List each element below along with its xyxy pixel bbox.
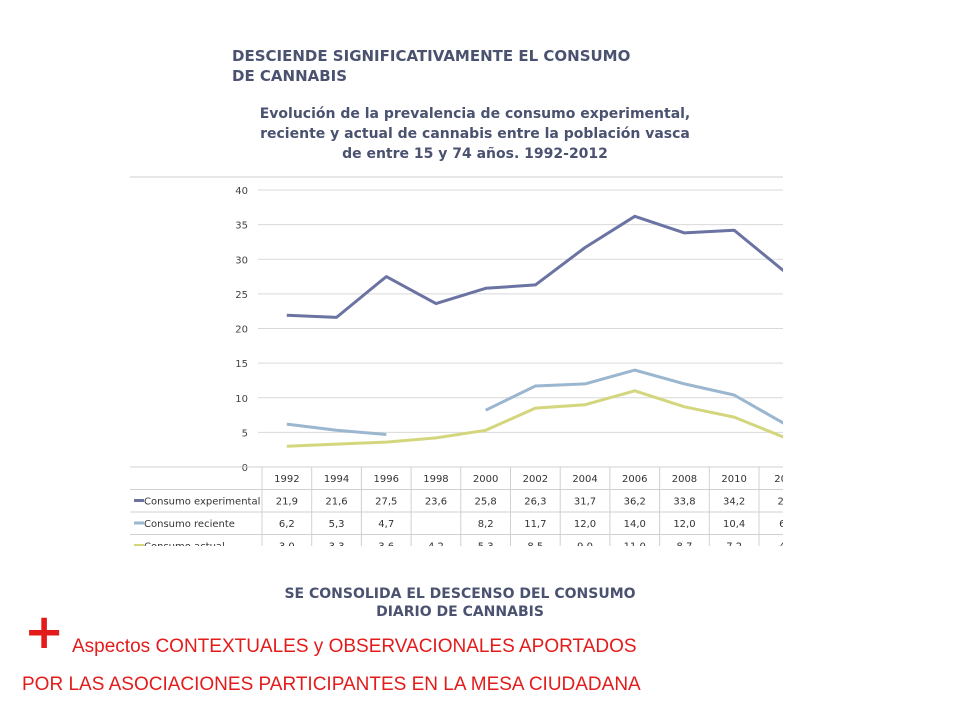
series-line (286, 422, 387, 436)
y-tick-label: 25 (235, 290, 248, 301)
data-label: 28 (777, 497, 783, 508)
chart-title-line-2: reciente y actual de cannabis entre la p… (260, 126, 690, 142)
chart-svg: 0 5 10 15 20 25 30 35 40 1992 1994 1996 1998 2000 2002… (130, 176, 783, 546)
section-subtitle-line-1: SE CONSOLIDA EL DESCENSO DEL CONSUMO (284, 586, 636, 602)
series-line (485, 368, 783, 425)
data-label: 27,5 (375, 497, 397, 508)
data-label: 5,3 (478, 542, 494, 547)
section-subtitle: SE CONSOLIDA EL DESCENSO DEL CONSUMO DIA… (200, 585, 720, 621)
y-tick-label: 15 (235, 359, 248, 370)
x-tick-label: 2006 (622, 474, 647, 485)
data-label: 7,2 (726, 542, 742, 547)
x-tick-label: 2004 (572, 474, 597, 485)
data-label: 4, (779, 542, 783, 547)
plus-icon: + (24, 604, 65, 660)
data-label: 3,3 (329, 542, 345, 547)
data-label: 21,6 (325, 497, 347, 508)
slide-title: DESCIENDE SIGNIFICATIVAMENTE EL CONSUMO D… (232, 46, 732, 86)
data-label: 8,7 (676, 542, 692, 547)
x-tick-label: 2008 (672, 474, 697, 485)
y-tick-label: 20 (235, 325, 248, 336)
data-label: 8,2 (478, 519, 494, 530)
x-tick-label: 201 (774, 474, 783, 485)
series-line (286, 214, 783, 319)
data-label: 14,0 (624, 519, 646, 530)
data-label: 26,3 (524, 497, 546, 508)
data-label: 34,2 (723, 497, 745, 508)
data-label: 11,0 (624, 542, 646, 547)
y-tick-label: 40 (235, 186, 248, 197)
data-label: 33,8 (673, 497, 695, 508)
contextual-aspects-prefix: Aspectos (72, 636, 156, 657)
legend-label: Consumo reciente (144, 519, 235, 530)
y-tick-label: 30 (235, 255, 248, 266)
x-tick-label: 2010 (721, 474, 746, 485)
data-label: 3,0 (279, 542, 295, 547)
chart-title-line-1: Evolución de la prevalencia de consumo e… (259, 106, 691, 122)
data-label: 8,5 (527, 542, 543, 547)
data-label: 10,4 (723, 519, 745, 530)
x-tick-label: 1996 (374, 474, 399, 485)
y-tick-label: 10 (235, 394, 248, 405)
data-label: 9,0 (577, 542, 593, 547)
data-label: 36,2 (624, 497, 646, 508)
data-label: 6,2 (279, 519, 295, 530)
data-label: 3,6 (378, 542, 394, 547)
associations-line: POR LAS ASOCIACIONES PARTICIPANTES EN LA… (22, 674, 641, 695)
x-tick-label: 2002 (523, 474, 548, 485)
data-label: 23,6 (425, 497, 447, 508)
section-subtitle-line-2: DIARIO DE CANNABIS (376, 604, 544, 620)
contextual-aspects-main: CONTEXTUALES y OBSERVACIONALES APORTADOS (155, 636, 637, 657)
data-label: 21,9 (276, 497, 298, 508)
data-label: 4,2 (428, 542, 444, 547)
y-tick-label: 5 (242, 428, 248, 439)
x-tick-label: 1998 (423, 474, 448, 485)
data-label: 6, (779, 519, 783, 530)
x-tick-label: 1994 (324, 474, 349, 485)
legend-label: Consumo experimental (144, 497, 260, 508)
data-label: 12,0 (574, 519, 596, 530)
chart-title-line-3: de entre 15 y 74 años. 1992-2012 (342, 146, 608, 162)
line-chart-with-table: 0 5 10 15 20 25 30 35 40 1992 1994 1996 1998 2000 2002… (130, 176, 783, 546)
y-tick-label: 35 (235, 221, 248, 232)
data-label: 5,3 (329, 519, 345, 530)
contextual-aspects-line: Aspectos CONTEXTUALES y OBSERVACIONALES … (72, 636, 637, 658)
data-label: 31,7 (574, 497, 596, 508)
series-line (286, 389, 783, 448)
x-tick-label: 2000 (473, 474, 498, 485)
legend-label: Consumo actual (144, 542, 225, 547)
data-label: 12,0 (673, 519, 695, 530)
y-tick-label: 0 (242, 463, 248, 474)
slide-title-line-2: DE CANNABIS (232, 67, 348, 85)
data-label: 4,7 (378, 519, 394, 530)
x-tick-label: 1992 (274, 474, 299, 485)
data-label: 11,7 (524, 519, 546, 530)
chart-title: Evolución de la prevalencia de consumo e… (215, 104, 735, 164)
data-label: 25,8 (475, 497, 497, 508)
slide-title-line-1: DESCIENDE SIGNIFICATIVAMENTE EL CONSUMO (232, 47, 631, 65)
